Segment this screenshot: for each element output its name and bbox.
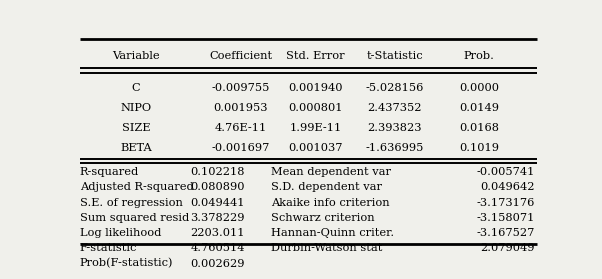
Text: -0.001697: -0.001697 <box>212 143 270 153</box>
Text: 0.002629: 0.002629 <box>190 259 245 269</box>
Text: Prob.: Prob. <box>464 51 494 61</box>
Text: S.D. dependent var: S.D. dependent var <box>272 182 382 192</box>
Text: Coefficient: Coefficient <box>209 51 273 61</box>
Text: 0.102218: 0.102218 <box>190 167 245 177</box>
Text: Std. Error: Std. Error <box>286 51 345 61</box>
Text: F-statistic: F-statistic <box>80 243 137 253</box>
Text: C: C <box>132 83 140 93</box>
Text: NIPO: NIPO <box>120 103 152 113</box>
Text: 2.437352: 2.437352 <box>368 103 422 113</box>
Text: 1.99E-11: 1.99E-11 <box>290 123 342 133</box>
Text: 0.0000: 0.0000 <box>459 83 499 93</box>
Text: Durbin-Watson stat: Durbin-Watson stat <box>272 243 383 253</box>
Text: S.E. of regression: S.E. of regression <box>80 198 183 208</box>
Text: 2.079049: 2.079049 <box>480 243 535 253</box>
Text: R-squared: R-squared <box>80 167 139 177</box>
Text: Adjusted R-squared: Adjusted R-squared <box>80 182 194 192</box>
Text: -1.636995: -1.636995 <box>365 143 424 153</box>
Text: Log likelihood: Log likelihood <box>80 228 161 238</box>
Text: 4.760514: 4.760514 <box>190 243 245 253</box>
Text: Akaike info criterion: Akaike info criterion <box>272 198 390 208</box>
Text: 0.001953: 0.001953 <box>214 103 268 113</box>
Text: 0.049441: 0.049441 <box>190 198 245 208</box>
Text: -0.005741: -0.005741 <box>476 167 535 177</box>
Text: -0.009755: -0.009755 <box>212 83 270 93</box>
Text: Schwarz criterion: Schwarz criterion <box>272 213 375 223</box>
Text: 0.080890: 0.080890 <box>190 182 245 192</box>
Text: -3.173176: -3.173176 <box>476 198 535 208</box>
Text: 0.001037: 0.001037 <box>288 143 343 153</box>
Text: 0.0168: 0.0168 <box>459 123 499 133</box>
Text: BETA: BETA <box>120 143 152 153</box>
Text: 2.393823: 2.393823 <box>368 123 422 133</box>
Text: 0.000801: 0.000801 <box>288 103 343 113</box>
Text: -3.158071: -3.158071 <box>476 213 535 223</box>
Text: 0.1019: 0.1019 <box>459 143 499 153</box>
Text: SIZE: SIZE <box>122 123 150 133</box>
Text: 4.76E-11: 4.76E-11 <box>215 123 267 133</box>
Text: Sum squared resid: Sum squared resid <box>80 213 189 223</box>
Text: t-Statistic: t-Statistic <box>367 51 423 61</box>
Text: -3.167527: -3.167527 <box>476 228 535 238</box>
Text: Mean dependent var: Mean dependent var <box>272 167 391 177</box>
Text: 0.049642: 0.049642 <box>480 182 535 192</box>
Text: Hannan-Quinn criter.: Hannan-Quinn criter. <box>272 228 394 238</box>
Text: Prob(F-statistic): Prob(F-statistic) <box>80 258 173 269</box>
Text: 3.378229: 3.378229 <box>190 213 245 223</box>
Text: 0.001940: 0.001940 <box>288 83 343 93</box>
Text: 0.0149: 0.0149 <box>459 103 499 113</box>
Text: -5.028156: -5.028156 <box>365 83 424 93</box>
Text: Variable: Variable <box>112 51 160 61</box>
Text: 2203.011: 2203.011 <box>190 228 245 238</box>
